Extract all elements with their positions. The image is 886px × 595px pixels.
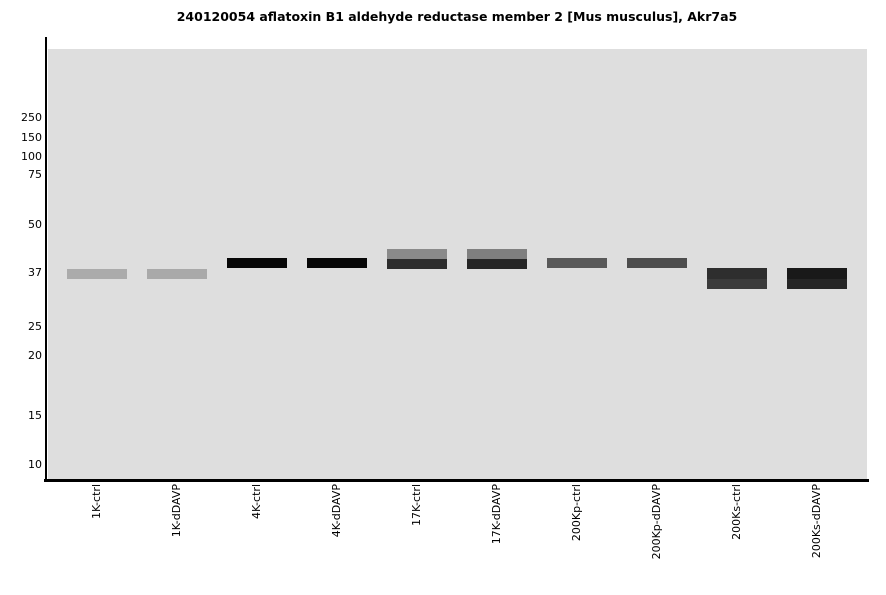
- blot-band: [547, 258, 607, 268]
- y-axis-tick-labels: 250 150 100 75 50 37 25 20 15 10: [0, 0, 42, 595]
- y-axis-line: [45, 37, 47, 482]
- x-axis-lane-label: 17K-dDAVP: [490, 484, 503, 545]
- y-tick-label: 15: [28, 409, 42, 422]
- blot-band: [307, 258, 367, 268]
- blot-band: [387, 259, 447, 269]
- x-axis-lane-label: 1K-ctrl: [90, 484, 103, 519]
- blot-band: [387, 249, 447, 259]
- x-axis-lane-label: 1K-dDAVP: [170, 484, 183, 538]
- y-tick-label: 100: [21, 150, 42, 163]
- blot-band: [147, 269, 207, 279]
- y-tick-label: 37: [28, 266, 42, 279]
- blot-band: [707, 268, 767, 279]
- blot-band: [467, 249, 527, 259]
- x-axis-lane-label: 200Ks-dDAVP: [810, 484, 823, 559]
- y-tick-label: 20: [28, 349, 42, 362]
- blot-band: [707, 279, 767, 289]
- blot-band: [67, 269, 127, 279]
- blot-band: [467, 259, 527, 269]
- x-axis-lane-label: 4K-ctrl: [250, 484, 263, 519]
- y-tick-label: 50: [28, 218, 42, 231]
- y-tick-label: 150: [21, 131, 42, 144]
- x-axis-lane-label: 17K-ctrl: [410, 484, 423, 526]
- blot-band: [627, 258, 687, 268]
- x-axis-lane-label: 200Kp-dDAVP: [650, 484, 663, 560]
- y-tick-label: 25: [28, 320, 42, 333]
- blot-band: [787, 279, 847, 289]
- x-axis-lane-label: 200Ks-ctrl: [730, 484, 743, 540]
- x-axis-lane-label: 200Kp-ctrl: [570, 484, 583, 542]
- figure-title: 240120054 aflatoxin B1 aldehyde reductas…: [176, 9, 738, 24]
- blot-band: [227, 258, 287, 268]
- blot-plot-area: [48, 49, 867, 479]
- x-axis-lane-label: 4K-dDAVP: [330, 484, 343, 538]
- x-axis-line: [44, 479, 869, 482]
- y-tick-label: 75: [28, 168, 42, 181]
- blot-band: [787, 268, 847, 279]
- y-tick-label: 250: [21, 111, 42, 124]
- y-tick-label: 10: [28, 458, 42, 471]
